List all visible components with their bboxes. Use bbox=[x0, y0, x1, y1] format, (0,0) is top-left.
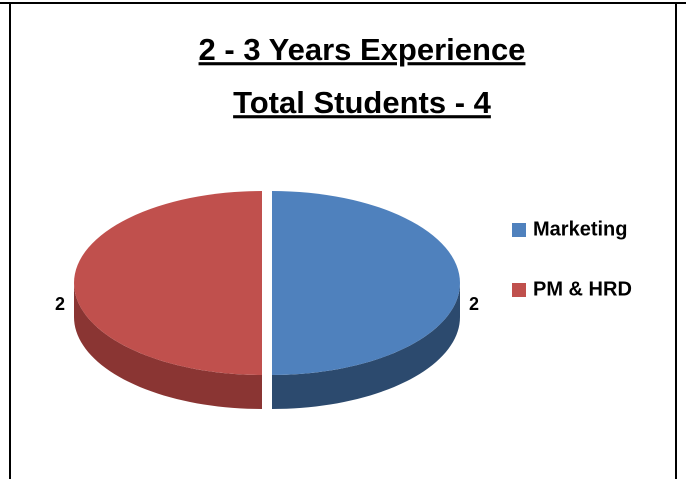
pie-side bbox=[272, 283, 460, 409]
pie-top bbox=[272, 191, 460, 375]
legend-swatch bbox=[512, 223, 526, 237]
legend-swatch bbox=[512, 283, 526, 297]
pie-slice bbox=[272, 191, 460, 409]
pie-side bbox=[74, 283, 262, 409]
data-label: 2 bbox=[469, 294, 479, 314]
data-label: 2 bbox=[55, 294, 65, 314]
chart-subtitle: Total Students - 4 bbox=[233, 85, 492, 120]
pie-top bbox=[74, 191, 262, 375]
legend-label: PM & HRD bbox=[533, 278, 632, 300]
chart-title: 2 - 3 Years Experience bbox=[199, 32, 526, 67]
legend-label: Marketing bbox=[533, 218, 627, 240]
pie-slice bbox=[74, 191, 262, 409]
